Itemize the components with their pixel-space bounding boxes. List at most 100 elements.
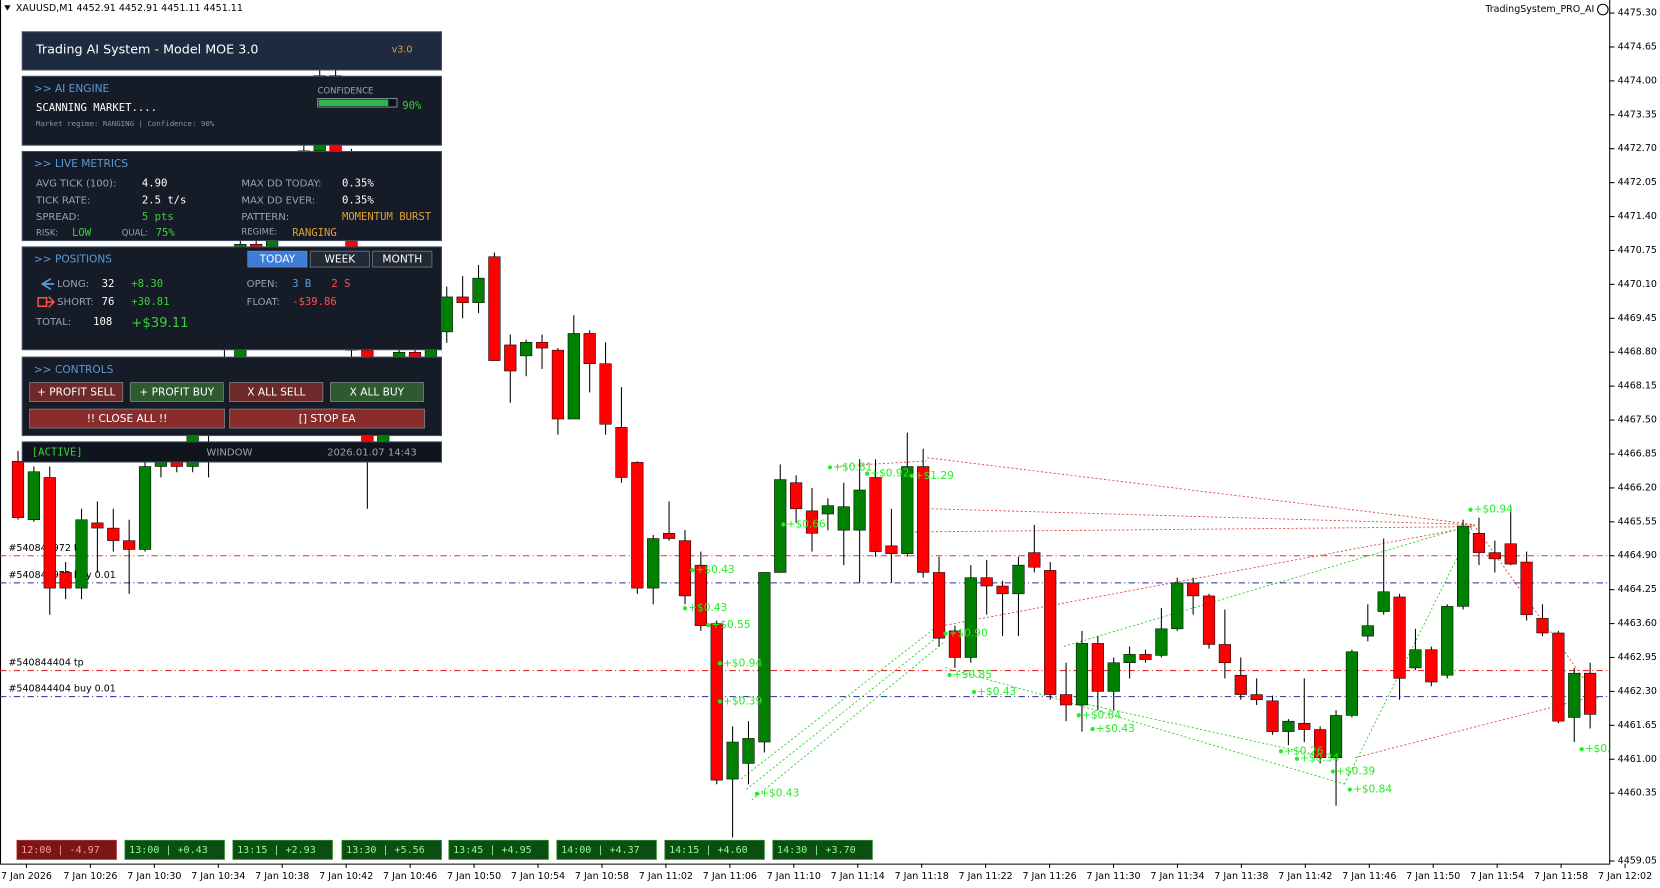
ui-layer: XAUUSD,M1 4452.91 4452.91 4451.11 4451.1… — [16, 3, 1594, 860]
candle-body — [1298, 722, 1311, 730]
button-label: [] STOP EA — [299, 413, 357, 425]
candle-body — [1472, 533, 1486, 553]
candle-body — [1329, 715, 1343, 758]
metric-value: MOMENTUM BURST — [342, 211, 432, 223]
y-tick-label: 4470.10 — [1618, 279, 1657, 290]
x-tick-label: 7 Jan 10:34 — [191, 871, 245, 882]
position-pnl: +8.30 — [131, 278, 163, 290]
period-tab[interactable]: WEEK — [309, 250, 370, 268]
trade-label: +$0.39 — [723, 695, 762, 707]
x-tick-label: 7 Jan 11:06 — [703, 871, 757, 882]
trade-dot — [690, 567, 695, 573]
period-tab[interactable]: MONTH — [372, 250, 433, 268]
candle-body — [615, 427, 628, 478]
control-button[interactable]: [] STOP EA — [229, 408, 425, 429]
ai-engine-box — [21, 75, 442, 146]
control-button[interactable]: !! CLOSE ALL !! — [29, 408, 225, 429]
period-tab[interactable]: TODAY — [247, 250, 308, 268]
x-tick-label: 7 Jan 11:58 — [1534, 871, 1588, 882]
control-button[interactable]: + PROFIT SELL — [29, 382, 124, 402]
trade-dot — [827, 465, 833, 470]
trade-dot — [1347, 787, 1352, 792]
section-heading: >> LIVE METRICS — [34, 158, 128, 170]
candle-body — [1218, 644, 1231, 663]
candle-body — [774, 479, 787, 573]
y-tick-label: 4461.00 — [1618, 754, 1657, 765]
candle-body — [1568, 672, 1581, 718]
position-pnl: +$39.11 — [131, 316, 188, 331]
button-label: + PROFIT SELL — [37, 387, 116, 399]
trade-dot — [1579, 747, 1584, 752]
candle-body — [1012, 564, 1025, 595]
metric-value: LOW — [72, 227, 92, 239]
x-tick-label: 7 Jan 10:58 — [575, 871, 629, 882]
button-box — [229, 382, 324, 402]
trade-dot — [943, 631, 948, 636]
control-button[interactable]: X ALL BUY — [329, 382, 424, 402]
session-box — [556, 839, 657, 860]
candle-body — [1393, 596, 1406, 679]
y-tick-label: 4472.05 — [1618, 177, 1657, 188]
metric-label: MAX DD EVER: — [241, 195, 315, 206]
candle-body — [790, 482, 803, 510]
candle-body — [91, 522, 104, 529]
section-heading: >> AI ENGINE — [34, 83, 109, 95]
trade-label: +$0.43 — [1096, 723, 1135, 735]
candle-body — [948, 630, 962, 658]
trade-dot — [717, 699, 723, 704]
symbol-marker — [4, 5, 11, 11]
confidence-label: 90% — [402, 100, 422, 112]
metric-value: 2.5 t/s — [142, 194, 187, 206]
candle-body — [520, 342, 533, 357]
session-label: 13:00 | +0.43 — [129, 845, 208, 856]
candle-body — [123, 540, 136, 550]
metric-value: RANGING — [292, 227, 337, 239]
position-count: 76 — [102, 296, 115, 308]
control-button[interactable]: + PROFIT BUY — [129, 382, 224, 402]
candle-body — [726, 741, 739, 780]
candle-body — [932, 572, 946, 639]
status-bar — [21, 441, 442, 463]
candle-body — [1361, 625, 1374, 637]
control-button[interactable]: X ALL SELL — [229, 382, 324, 402]
tab-box — [372, 250, 433, 268]
metric-label: PATTERN: — [241, 212, 289, 223]
session-label: 13:30 | +5.56 — [346, 845, 425, 856]
session-label: 14:00 | +4.37 — [561, 845, 640, 856]
x-tick-label: 7 Jan 10:26 — [63, 871, 117, 882]
x-tick-label: 7 Jan 11:42 — [1278, 871, 1332, 882]
trade-dot — [1278, 749, 1284, 754]
candle-body — [837, 506, 850, 531]
session-label: 13:45 | +4.95 — [453, 845, 532, 856]
candle-body — [1488, 552, 1501, 560]
trade-dot — [947, 672, 952, 678]
candle-body — [1187, 582, 1200, 597]
candle-body — [1107, 662, 1120, 692]
candle-body — [1441, 606, 1454, 676]
section-heading: >> POSITIONS — [34, 254, 112, 266]
candle-body — [901, 466, 914, 554]
button-label: !! CLOSE ALL !! — [87, 413, 168, 425]
status-mode: WINDOW — [206, 447, 252, 458]
metric-value: 5 pts — [142, 211, 174, 223]
tab-box — [309, 250, 370, 268]
long-arrow — [40, 277, 54, 291]
candle-body — [662, 533, 676, 539]
candle-body — [1314, 729, 1327, 758]
session-box — [341, 839, 442, 860]
y-tick-label: 4473.35 — [1618, 109, 1657, 120]
x-tick-label: 7 Jan 11:10 — [767, 871, 821, 882]
x-tick-label: 7 Jan 11:18 — [895, 871, 949, 882]
x-tick-label: 7 Jan 10:30 — [127, 871, 181, 882]
button-label: X ALL BUY — [350, 387, 405, 399]
candle-body — [551, 349, 565, 420]
session-label: 14:30 | +3.70 — [777, 845, 856, 856]
button-box — [129, 382, 224, 402]
candle-body — [805, 510, 819, 534]
button-box — [29, 408, 225, 429]
trade-label: +$0.84 — [1353, 783, 1392, 795]
y-tick-label: 4459.05 — [1618, 856, 1657, 867]
candle-body — [535, 342, 549, 349]
engine-detail: Market regime: RANGING | Confidence: 90% — [36, 119, 215, 128]
